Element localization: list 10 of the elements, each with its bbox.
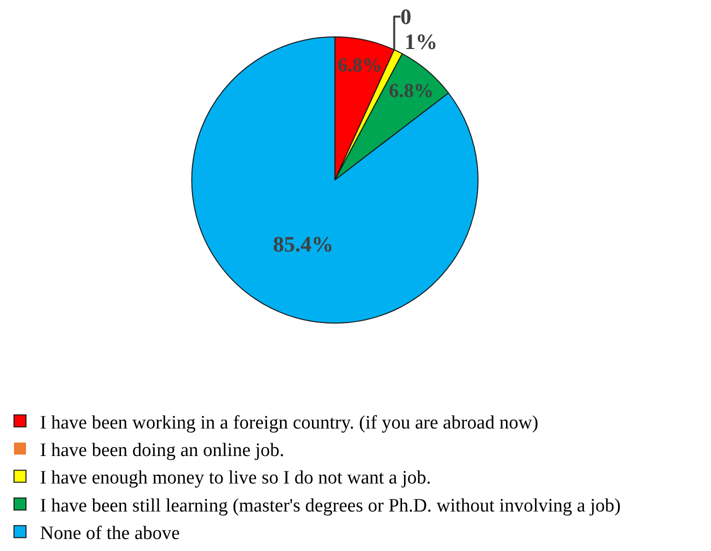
data-label: 1% [404, 29, 438, 54]
data-label: 6.8% [338, 54, 382, 76]
text: 0 [400, 4, 412, 30]
legend-label: I have been working in a foreign country. (if you are abroad now) [40, 412, 538, 434]
legend-label: I have been doing an online job. [40, 440, 284, 461]
data-label: 85.4% [272, 232, 334, 257]
legend-label: None of the above [40, 523, 180, 544]
data-label: 6.8% [388, 80, 434, 102]
legend-label: I have enough money to live so I do not want a job. [40, 468, 432, 489]
legend-label: I have been still learning (master's degrees or Ph.D. without involving a job) [40, 495, 621, 516]
